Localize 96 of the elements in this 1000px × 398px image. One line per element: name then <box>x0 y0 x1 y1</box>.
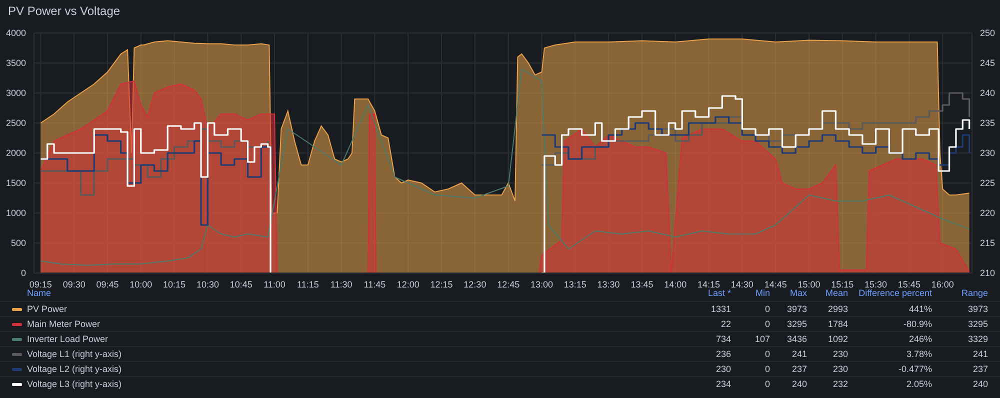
text: 441% <box>908 304 932 314</box>
x-tick-label: 10:00 <box>130 279 152 290</box>
text: 1784 <box>828 319 848 329</box>
text: 0 <box>764 364 770 374</box>
x-tick-label: 15:00 <box>798 279 820 290</box>
y2-tick-label: 225 <box>980 178 996 188</box>
y-tick-label: 4000 <box>6 28 26 38</box>
text: 237 <box>972 364 988 374</box>
y-tick-label: 1500 <box>6 178 26 188</box>
text: 0 <box>764 349 770 359</box>
x-tick-label: 12:15 <box>430 279 453 290</box>
legend-label: Voltage L3 (right y-axis) <box>27 379 122 389</box>
text: 1092 <box>828 334 848 344</box>
x-tick-label: 15:45 <box>898 279 920 290</box>
y2-tick-label: 240 <box>980 88 996 98</box>
text: 236 <box>716 349 731 359</box>
text: 3295 <box>786 319 807 329</box>
text: 241 <box>792 349 807 359</box>
text: 0 <box>764 379 770 389</box>
y2-tick-label: 210 <box>980 268 996 278</box>
text: 230 <box>716 364 731 374</box>
x-tick-label: 15:15 <box>831 279 854 290</box>
x-tick-label: 16:00 <box>931 279 954 290</box>
text: -0.477% <box>898 364 932 374</box>
x-tick-label: 10:30 <box>196 279 219 290</box>
x-tick-label: 12:30 <box>464 279 486 290</box>
text: 22 <box>720 319 731 329</box>
x-tick-label: 12:00 <box>396 279 420 290</box>
y-tick-label: 500 <box>10 238 26 248</box>
legend-label: Main Meter Power <box>27 319 100 329</box>
text: Range <box>961 288 988 298</box>
y2-tick-label: 235 <box>980 118 996 128</box>
x-tick-label: 09:30 <box>62 279 86 290</box>
y-tick-label: 1000 <box>6 208 26 218</box>
legend-label: Voltage L2 (right y-axis) <box>27 364 122 374</box>
text: 2993 <box>828 304 848 314</box>
chart-title: PV Power vs Voltage <box>8 4 120 18</box>
text: Difference percent <box>858 288 932 298</box>
x-tick-label: 11:00 <box>264 279 286 290</box>
text: 246% <box>908 334 932 344</box>
x-tick-label: 14:15 <box>698 279 720 290</box>
y2-tick-label: 245 <box>980 58 996 68</box>
legend-label: Inverter Load Power <box>27 334 108 344</box>
text: 2.05% <box>906 379 932 389</box>
x-tick-label: 14:30 <box>730 279 754 290</box>
x-tick-label: 13:15 <box>564 279 586 290</box>
text: 734 <box>716 334 731 344</box>
text: 230 <box>832 364 848 374</box>
x-tick-label: 14:00 <box>664 279 687 290</box>
text: 107 <box>754 334 770 344</box>
x-tick-label: 12:45 <box>497 279 520 290</box>
y2-tick-label: 250 <box>980 28 996 38</box>
x-tick-label: 11:45 <box>364 279 386 290</box>
x-tick-label: 13:30 <box>597 279 620 290</box>
legend-label: Voltage L1 (right y-axis) <box>27 349 122 359</box>
y2-tick-label: 220 <box>980 208 996 218</box>
x-tick-label: 10:45 <box>230 279 252 290</box>
text: 0 <box>764 304 770 314</box>
text: 3973 <box>968 304 988 314</box>
x-tick-label: 15:30 <box>864 279 888 290</box>
y-tick-label: 2000 <box>6 148 26 158</box>
x-tick-label: 11:15 <box>296 279 319 290</box>
y-tick-label: 2500 <box>6 118 26 128</box>
x-tick-label: 09:15 <box>29 279 52 290</box>
x-tick-label: 09:45 <box>96 279 119 290</box>
y-tick-label: 0 <box>20 268 26 278</box>
x-tick-label: 11:30 <box>330 279 352 290</box>
text: 240 <box>792 379 807 389</box>
x-tick-label: 14:45 <box>764 279 787 290</box>
x-tick-label: 13:45 <box>630 279 654 290</box>
y-tick-label: 3500 <box>6 58 26 68</box>
text: 237 <box>792 364 807 374</box>
text: Name <box>27 288 52 298</box>
text: -80.9% <box>903 319 932 329</box>
text: 240 <box>972 379 988 389</box>
text: Last * <box>708 288 731 298</box>
y2-tick-label: 230 <box>980 148 996 158</box>
x-tick-label: 10:15 <box>163 279 186 290</box>
text: 234 <box>716 379 731 389</box>
text: 241 <box>972 349 988 359</box>
y2-tick-label: 215 <box>980 238 996 248</box>
text: 0 <box>764 319 770 329</box>
text: 232 <box>832 379 848 389</box>
text: 3.78% <box>906 349 932 359</box>
y-tick-label: 3000 <box>6 88 26 98</box>
text: 1331 <box>710 304 731 314</box>
text: Mean <box>825 288 848 298</box>
text: 3973 <box>786 304 807 314</box>
text: 3295 <box>968 319 988 329</box>
x-tick-label: 13:00 <box>530 279 554 290</box>
text: 3329 <box>968 334 988 344</box>
text: Min <box>755 288 770 298</box>
text: 3436 <box>786 334 807 344</box>
legend-label: PV Power <box>27 304 68 314</box>
text: 230 <box>832 349 848 359</box>
text: Max <box>790 288 807 298</box>
